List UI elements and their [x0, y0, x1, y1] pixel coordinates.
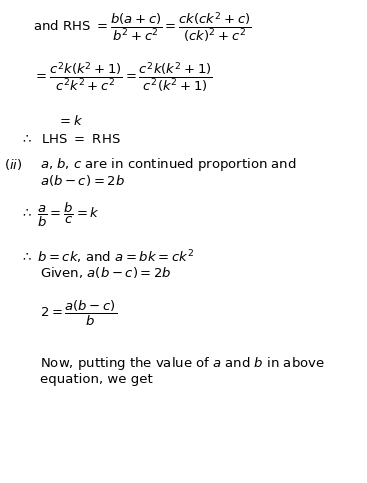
Text: Now, putting the value of $a$ and $b$ in above: Now, putting the value of $a$ and $b$ in… — [40, 355, 325, 372]
Text: and RHS $=\dfrac{b(a+c)}{b^2+c^2}=\dfrac{ck(ck^2+c)}{(ck)^2+c^2}$: and RHS $=\dfrac{b(a+c)}{b^2+c^2}=\dfrac… — [33, 10, 252, 43]
Text: $\therefore\;b=ck$, and $a=bk=ck^2$: $\therefore\;b=ck$, and $a=bk=ck^2$ — [20, 248, 194, 266]
Text: $\therefore\;\dfrac{a}{b}=\dfrac{b}{c}=k$: $\therefore\;\dfrac{a}{b}=\dfrac{b}{c}=k… — [20, 201, 100, 229]
Text: equation, we get: equation, we get — [40, 373, 153, 385]
Text: $(ii)$: $(ii)$ — [4, 156, 22, 172]
Text: Given, $a(b-c)=2b$: Given, $a(b-c)=2b$ — [40, 265, 172, 280]
Text: $\therefore\;$ LHS $=$ RHS: $\therefore\;$ LHS $=$ RHS — [20, 133, 121, 145]
Text: $a$, $b$, $c$ are in continued proportion and: $a$, $b$, $c$ are in continued proportio… — [40, 156, 297, 173]
Text: $a(b-c)=2b$: $a(b-c)=2b$ — [40, 173, 125, 188]
Text: $2=\dfrac{a(b-c)}{b}$: $2=\dfrac{a(b-c)}{b}$ — [40, 298, 117, 327]
Text: $=\dfrac{c^2k(k^2+1)}{c^2k^2+c^2}=\dfrac{c^2k(k^2+1)}{c^2(k^2+1)}$: $=\dfrac{c^2k(k^2+1)}{c^2k^2+c^2}=\dfrac… — [33, 60, 212, 94]
Text: $= k$: $= k$ — [57, 114, 83, 128]
